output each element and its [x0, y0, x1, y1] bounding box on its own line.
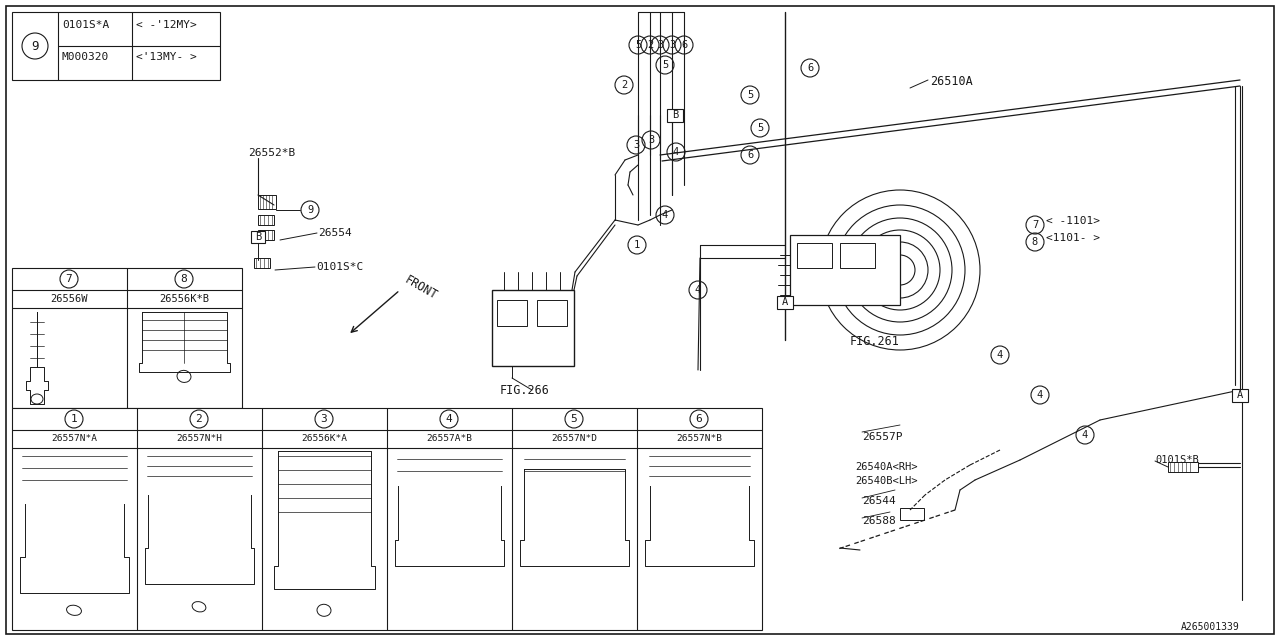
- Text: 26588: 26588: [861, 516, 896, 526]
- Text: 4: 4: [445, 414, 452, 424]
- Text: 5: 5: [571, 414, 577, 424]
- Text: 4: 4: [997, 350, 1004, 360]
- Text: 1: 1: [634, 240, 640, 250]
- Bar: [777, 296, 794, 308]
- Text: 26510A: 26510A: [931, 75, 973, 88]
- Text: 3: 3: [320, 414, 328, 424]
- Text: 6: 6: [806, 63, 813, 73]
- Text: 26557N*B: 26557N*B: [676, 434, 722, 443]
- Text: 6: 6: [681, 40, 687, 50]
- Text: 4: 4: [1037, 390, 1043, 400]
- Text: 26540B<LH>: 26540B<LH>: [855, 476, 918, 486]
- Text: 26557N*D: 26557N*D: [550, 434, 596, 443]
- Text: 3: 3: [632, 140, 639, 150]
- Bar: [667, 109, 684, 122]
- Bar: [1169, 462, 1198, 472]
- Text: 8: 8: [1032, 237, 1038, 247]
- Bar: [492, 290, 573, 366]
- Text: 3: 3: [669, 40, 675, 50]
- Text: 1: 1: [70, 414, 77, 424]
- Text: 26557N*A: 26557N*A: [51, 434, 97, 443]
- Text: 26556K*A: 26556K*A: [301, 434, 347, 443]
- Text: 3: 3: [657, 40, 663, 50]
- Text: 9: 9: [307, 205, 314, 215]
- Text: 9: 9: [31, 40, 38, 52]
- Text: B: B: [672, 110, 678, 120]
- Text: 0101S*C: 0101S*C: [316, 262, 364, 272]
- Text: 4: 4: [662, 210, 668, 220]
- Text: A: A: [782, 297, 788, 307]
- Text: 5: 5: [756, 123, 763, 133]
- Text: 26544: 26544: [861, 496, 896, 506]
- Text: 5: 5: [635, 40, 641, 50]
- Text: A265001339: A265001339: [1181, 622, 1240, 632]
- Text: 4: 4: [695, 285, 701, 295]
- Text: 0101S*A: 0101S*A: [61, 20, 109, 30]
- Text: 26557A*B: 26557A*B: [426, 434, 472, 443]
- Bar: [12, 12, 220, 80]
- Text: 26557P: 26557P: [861, 432, 902, 442]
- Text: 26557N*H: 26557N*H: [177, 434, 221, 443]
- Text: B: B: [255, 232, 261, 242]
- Text: <'13MY- >: <'13MY- >: [136, 52, 197, 62]
- Text: 2: 2: [621, 80, 627, 90]
- Text: FIG.266: FIG.266: [500, 384, 550, 397]
- Bar: [251, 231, 265, 243]
- Bar: [538, 300, 567, 326]
- Text: 7: 7: [65, 274, 73, 284]
- Text: 26552*B: 26552*B: [248, 148, 296, 158]
- Bar: [1231, 388, 1248, 401]
- Text: 6: 6: [746, 150, 753, 160]
- Text: 8: 8: [180, 274, 187, 284]
- Bar: [797, 243, 832, 268]
- Text: 26556W: 26556W: [50, 294, 88, 304]
- Text: 7: 7: [1032, 220, 1038, 230]
- Bar: [12, 268, 242, 408]
- Bar: [259, 230, 274, 240]
- Text: A: A: [1236, 390, 1243, 400]
- Text: 3: 3: [648, 135, 654, 145]
- Bar: [497, 300, 527, 326]
- Text: 2: 2: [196, 414, 202, 424]
- Text: 0101S*B: 0101S*B: [1155, 455, 1199, 465]
- Text: < -'12MY>: < -'12MY>: [136, 20, 197, 30]
- Text: FIG.261: FIG.261: [850, 335, 900, 348]
- Bar: [253, 258, 270, 268]
- Text: 26556K*B: 26556K*B: [159, 294, 209, 304]
- Bar: [259, 195, 276, 209]
- Text: 4: 4: [1082, 430, 1088, 440]
- Text: 5: 5: [662, 60, 668, 70]
- Bar: [12, 408, 762, 630]
- Bar: [900, 508, 924, 520]
- Bar: [790, 235, 900, 305]
- Text: <1101- >: <1101- >: [1046, 233, 1100, 243]
- Text: 6: 6: [695, 414, 703, 424]
- Text: 26554: 26554: [317, 228, 352, 238]
- Text: < -1101>: < -1101>: [1046, 216, 1100, 226]
- Text: 2: 2: [646, 40, 653, 50]
- Text: FRONT: FRONT: [402, 274, 439, 303]
- Text: M000320: M000320: [61, 52, 109, 62]
- Text: 5: 5: [746, 90, 753, 100]
- Bar: [259, 215, 274, 225]
- Bar: [840, 243, 876, 268]
- Text: 4: 4: [673, 147, 680, 157]
- Text: 26540A<RH>: 26540A<RH>: [855, 462, 918, 472]
